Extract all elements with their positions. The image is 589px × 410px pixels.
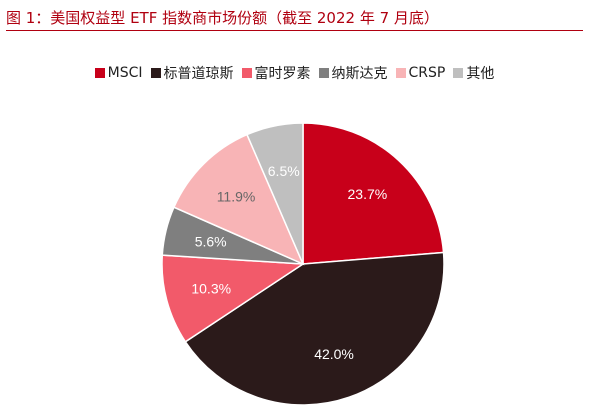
legend-swatch [453, 68, 464, 78]
legend-item-other: 其他 [453, 63, 494, 83]
legend-swatch [241, 68, 252, 78]
legend-item-crsp: CRSP [395, 65, 446, 81]
pie-slice-1 [184, 251, 445, 406]
pie-slice-5 [246, 122, 304, 265]
legend-label: MSCI [107, 65, 143, 81]
pie-data-label: 10.3% [191, 280, 231, 296]
pie-slice-0 [302, 122, 445, 265]
legend-label: 其他 [466, 66, 495, 82]
pie-data-label: 6.5% [268, 163, 300, 179]
legend-swatch [94, 68, 105, 78]
legend-item-ftse-russell: 富时罗素 [241, 63, 311, 83]
chart-legend: MSCI 标普道琼斯 富时罗素 纳斯达克 CRSP 其他 [0, 62, 589, 84]
chart-title: 图 1：美国权益型 ETF 指数商市场份额（截至 2022 年 7 月底） [6, 6, 583, 31]
pie-data-label: 42.0% [314, 346, 354, 362]
pie-slice-4 [172, 133, 305, 266]
legend-item-msci: MSCI [94, 65, 143, 81]
legend-swatch [318, 68, 329, 78]
legend-item-nasdaq: 纳斯达克 [318, 63, 388, 83]
pie-data-label: 23.7% [348, 186, 388, 202]
pie-data-label: 5.6% [195, 234, 227, 250]
legend-item-sp-dow-jones: 标普道琼斯 [150, 63, 234, 83]
legend-swatch [150, 68, 161, 78]
pie-slice-2 [161, 254, 306, 343]
legend-label: 富时罗素 [254, 66, 311, 82]
legend-swatch [395, 68, 406, 78]
legend-label: 纳斯达克 [331, 66, 388, 82]
legend-label: 标普道琼斯 [163, 66, 234, 82]
pie-data-label: 11.9% [217, 189, 256, 205]
legend-label: CRSP [408, 65, 446, 81]
